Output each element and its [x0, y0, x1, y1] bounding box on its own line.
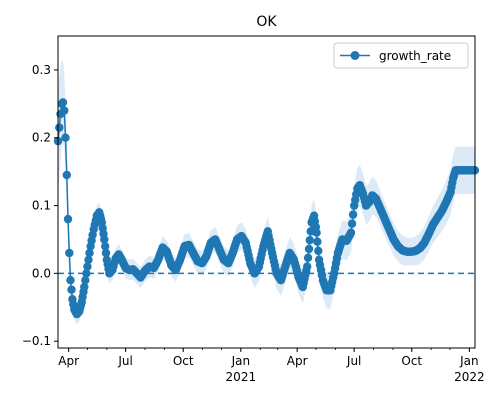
x-tick-label: Oct	[401, 354, 422, 368]
growth-rate-point	[303, 262, 312, 271]
y-tick-label: −0.1	[22, 334, 51, 348]
growth-rate-point	[58, 98, 68, 107]
growth-rate-point	[80, 282, 89, 292]
y-axis: −0.1 0.0 0.1 0.2 0.3	[22, 63, 58, 348]
growth-rate-point	[346, 228, 356, 237]
growth-rate-point	[305, 236, 314, 245]
axes-frame	[57, 35, 476, 349]
growth-rate-point	[61, 133, 70, 142]
growth-rate-point	[101, 242, 110, 251]
x-tick-label: Apr	[58, 354, 79, 368]
growth-rate-point	[65, 248, 74, 258]
growth-rate-point	[313, 237, 322, 246]
x-tick-label: Jul	[346, 354, 361, 368]
x-tick-label: Jul	[117, 354, 132, 368]
growth-rate-point	[83, 262, 92, 271]
growth-rate-point	[312, 228, 321, 237]
growth-rate-point	[100, 235, 109, 244]
growth-rate-point	[62, 170, 71, 180]
growth-rate-markers	[53, 98, 480, 319]
x-tick-label: Apr	[287, 354, 308, 368]
growth-rate-point	[55, 123, 64, 132]
y-tick-label: 0.3	[32, 63, 51, 77]
growth-rate-point	[347, 219, 357, 228]
x-axis: Apr Jul Oct Jan 2021 Apr Jul Oct Jan 2022	[58, 348, 485, 384]
y-tick-label: 0.0	[32, 266, 51, 280]
growth-rate-point	[101, 248, 111, 258]
legend-box	[333, 42, 469, 69]
growth-rate-point	[348, 210, 358, 219]
y-tick-label: 0.1	[32, 199, 51, 213]
x-tick-year-label: 2022	[454, 370, 485, 384]
growth-rate-point	[60, 106, 69, 115]
y-tick-label: 0.2	[32, 131, 51, 145]
growth-rate-point	[66, 276, 75, 285]
growth-rate-point	[63, 214, 73, 224]
uncertainty-band	[58, 59, 475, 325]
x-tick-label: Jan	[459, 354, 479, 368]
growth-rate-point	[303, 253, 313, 262]
x-tick-label: Jan	[231, 354, 251, 368]
growth-rate-point	[81, 276, 90, 285]
x-tick-label: Oct	[173, 354, 194, 368]
chart-title: OK	[256, 14, 277, 30]
legend: growth_rate	[333, 42, 469, 69]
x-tick-year-label: 2021	[226, 370, 257, 384]
growth-rate-line	[57, 100, 475, 316]
growth-rate-point	[82, 269, 91, 278]
growth-rate-point	[85, 248, 94, 258]
growth-rate-point	[67, 285, 76, 294]
growth-rate-point	[304, 244, 314, 254]
plot-area	[53, 59, 480, 325]
legend-marker-swatch	[350, 51, 360, 60]
legend-label-growth-rate: growth_rate	[379, 49, 451, 63]
growth-rate-point	[314, 246, 323, 255]
growth-rate-point	[84, 255, 93, 264]
